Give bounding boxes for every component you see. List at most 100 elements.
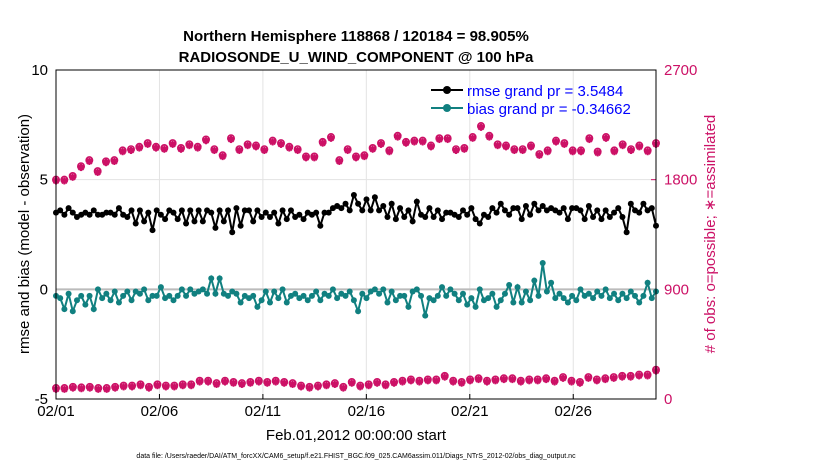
bias-point [497,297,504,304]
bias-point [380,286,387,293]
rmse-point [94,211,101,218]
rmse-point [187,207,194,214]
bottom_assimilated-point [491,377,500,385]
rmse-point [485,213,492,220]
x-tick-label: 02/26 [554,403,592,420]
bias-point [531,277,538,284]
assimilated-point [94,168,102,176]
assimilated-point [194,144,202,152]
bias-point [149,292,156,299]
rmse-point [225,207,232,214]
bottom_assimilated-point [187,381,195,390]
rmse-point [590,213,597,220]
bias-point [514,284,521,291]
bias-point [644,279,651,286]
rmse-point [468,205,475,212]
assimilated-point [269,138,277,146]
bottom_assimilated-point [610,374,618,382]
bottom_assimilated-point [407,377,415,385]
bias-point [178,286,185,293]
bottom_assimilated-point [128,383,136,391]
rmse-point [254,207,261,214]
bias-point [183,292,190,299]
x-tick-label: 02/21 [451,403,489,420]
bias-point [510,299,517,306]
assimilated-point [477,123,485,131]
assimilated-point [285,144,293,152]
bottom_assimilated-point [365,381,373,390]
rmse-point [606,213,613,220]
bias-point [413,286,420,293]
bias-point [418,292,425,299]
rmse-point [86,211,93,218]
assimilated-point [344,146,352,155]
assimilated-point [60,177,68,185]
assimilated-point [427,143,435,151]
rmse-point [577,207,584,214]
rmse-point [183,220,190,227]
bias-point [401,292,408,299]
bias-point [128,297,135,304]
bias-point [518,299,525,306]
bias-point [73,297,80,304]
bottom_assimilated-point [618,373,626,381]
bias-point [166,292,173,299]
rmse-point [569,205,576,212]
bias-point [590,295,597,302]
assimilated-point [277,140,285,148]
series-layer [51,122,660,393]
rmse-point [535,207,542,214]
bias-point [115,299,122,306]
assimilated-point [160,145,168,153]
bottom_assimilated-point [390,379,398,387]
bottom_assimilated-point [103,385,111,393]
rmse-point [338,205,345,212]
bias-point [111,288,118,295]
rmse-point [539,202,546,209]
bias-point [69,308,76,315]
rmse-point [237,222,244,229]
bias-point [615,297,622,304]
y2-axis-label: # of obs: o=possible; ∗=assimilated [702,115,719,354]
rmse-point [602,207,609,214]
bottom_assimilated-point [500,375,508,384]
bias-point [216,275,223,282]
bias-point [640,292,647,299]
assimilated-point [410,138,418,146]
rmse-point [136,207,143,214]
rmse-point [124,213,131,220]
bias-point [233,290,240,297]
rmse-point [556,209,563,216]
bias-point [472,303,479,310]
assimilated-point [85,157,93,165]
bottom_assimilated-point [272,378,280,386]
rmse-point [346,207,353,214]
rmse-point [103,209,110,216]
rmse-point [233,205,240,212]
rmse-point [522,202,529,209]
bias-point [485,295,492,302]
bias-point [313,288,320,295]
assimilated-point [144,140,152,148]
bias-point [266,299,273,306]
rmse-point [367,207,374,214]
rmse-point [439,216,446,223]
x-tick-label: 02/11 [245,403,281,420]
rmse-point [178,207,185,214]
rmse-point [296,211,303,218]
assimilated-point [310,154,318,162]
bottom_assimilated-point [297,383,305,391]
assimilated-point [644,148,652,156]
bottom_assimilated-point [550,378,559,386]
bottom_assimilated-point [542,375,550,384]
rmse-point [115,205,122,212]
rmse-point [497,200,504,207]
rmse-point [279,207,286,214]
bottom_assimilated-point [576,379,584,387]
bias-point [648,295,655,302]
bottom_assimilated-point [212,380,221,388]
rmse-point [246,207,253,214]
bias-point [363,295,370,302]
rmse-point [510,205,517,212]
rmse-point [506,211,513,218]
